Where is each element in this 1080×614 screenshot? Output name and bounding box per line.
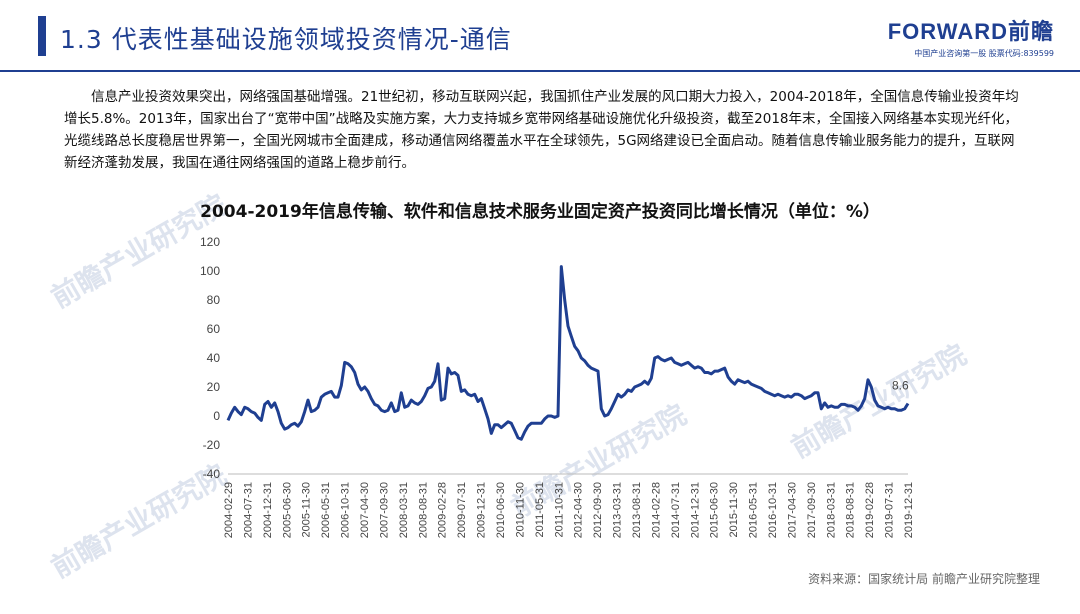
x-tick-label: 2015-06-30 bbox=[709, 482, 721, 538]
x-tick-label: 2010-06-30 bbox=[495, 482, 507, 538]
header-accent-bar bbox=[38, 16, 46, 56]
x-tick-label: 2014-12-31 bbox=[689, 482, 701, 538]
x-tick-label: 2017-09-30 bbox=[806, 482, 818, 538]
x-tick-label: 2008-08-31 bbox=[417, 482, 429, 538]
x-tick-label: 2011-10-31 bbox=[553, 482, 565, 537]
x-tick-label: 2016-10-31 bbox=[767, 482, 779, 538]
x-tick-label: 2018-03-31 bbox=[825, 482, 837, 538]
end-data-label: 8.6 bbox=[892, 379, 909, 393]
header-divider bbox=[0, 70, 1080, 72]
x-tick-label: 2009-02-28 bbox=[437, 482, 449, 538]
x-tick-label: 2004-07-31 bbox=[242, 482, 254, 538]
brand-logo: FORWARD前瞻 中国产业咨询第一股 股票代码:839599 bbox=[888, 14, 1054, 59]
x-tick-label: 2018-08-31 bbox=[845, 482, 857, 538]
series-line bbox=[226, 265, 910, 441]
x-tick-label: 2012-09-30 bbox=[592, 482, 604, 538]
x-tick-label: 2004-12-31 bbox=[262, 482, 274, 538]
y-tick-label: 80 bbox=[207, 293, 221, 307]
x-tick-label: 2019-02-28 bbox=[864, 482, 876, 538]
x-tick-label: 2017-04-30 bbox=[786, 482, 798, 538]
x-tick-label: 2016-05-31 bbox=[748, 482, 760, 538]
x-axis: 2004-02-29 2004-07-31 2004-12-31 2005-06-30… bbox=[223, 473, 915, 538]
x-tick-label: 2013-08-31 bbox=[631, 482, 643, 538]
y-tick-label: 40 bbox=[207, 351, 221, 365]
y-tick-label: 20 bbox=[207, 380, 221, 394]
x-tick-label: 2005-06-30 bbox=[281, 482, 293, 538]
x-tick-label: 2014-07-31 bbox=[670, 482, 682, 538]
x-tick-label: 2013-03-31 bbox=[612, 482, 624, 538]
brand-name: FORWARD前瞻 bbox=[887, 19, 1054, 44]
x-tick-label: 2004-02-29 bbox=[223, 482, 235, 538]
y-tick-label: -40 bbox=[203, 467, 221, 481]
x-tick-label: 2014-02-28 bbox=[650, 482, 662, 538]
x-tick-label: 2007-09-30 bbox=[378, 482, 390, 538]
y-tick-label: 120 bbox=[200, 235, 220, 249]
x-tick-label: 2015-11-30 bbox=[728, 482, 740, 537]
chart-title: 2004-2019年信息传输、软件和信息技术服务业固定资产投资同比增长情况（单位… bbox=[200, 202, 880, 222]
source-note: 资料来源：国家统计局 前瞻产业研究院整理 bbox=[808, 572, 1040, 586]
y-axis: 120 100 80 60 40 20 0 -20 -40 bbox=[200, 235, 220, 481]
x-tick-label: 2019-07-31 bbox=[884, 482, 896, 538]
y-tick-label: 0 bbox=[213, 409, 220, 423]
x-tick-label: 2009-12-31 bbox=[476, 482, 488, 538]
x-tick-label: 2006-10-31 bbox=[340, 482, 352, 538]
header-bar: 1.3 代表性基础设施领域投资情况-通信 FORWARD前瞻 中国产业咨询第一股… bbox=[0, 0, 1080, 72]
x-tick-label: 2007-04-30 bbox=[359, 482, 371, 538]
x-tick-label: 2006-05-31 bbox=[320, 482, 332, 538]
x-tick-label: 2005-11-30 bbox=[301, 482, 313, 537]
page-title: 1.3 代表性基础设施领域投资情况-通信 bbox=[60, 25, 512, 54]
x-tick-label: 2012-04-30 bbox=[573, 482, 585, 538]
x-tick-label: 2019-12-31 bbox=[903, 482, 915, 538]
y-tick-label: 60 bbox=[207, 322, 221, 336]
brand-tagline: 中国产业咨询第一股 股票代码:839599 bbox=[914, 49, 1054, 58]
y-tick-label: -20 bbox=[203, 438, 221, 452]
intro-paragraph: 信息产业投资效果突出，网络强国基础增强。21世纪初，移动互联网兴起，我国抓住产业… bbox=[64, 89, 1019, 171]
x-tick-label: 2011-05-31 bbox=[534, 482, 546, 537]
y-tick-label: 100 bbox=[200, 264, 220, 278]
x-tick-label: 2008-03-31 bbox=[398, 482, 410, 538]
x-tick-label: 2010-11-30 bbox=[514, 482, 526, 537]
x-tick-label: 2009-07-31 bbox=[456, 482, 468, 538]
